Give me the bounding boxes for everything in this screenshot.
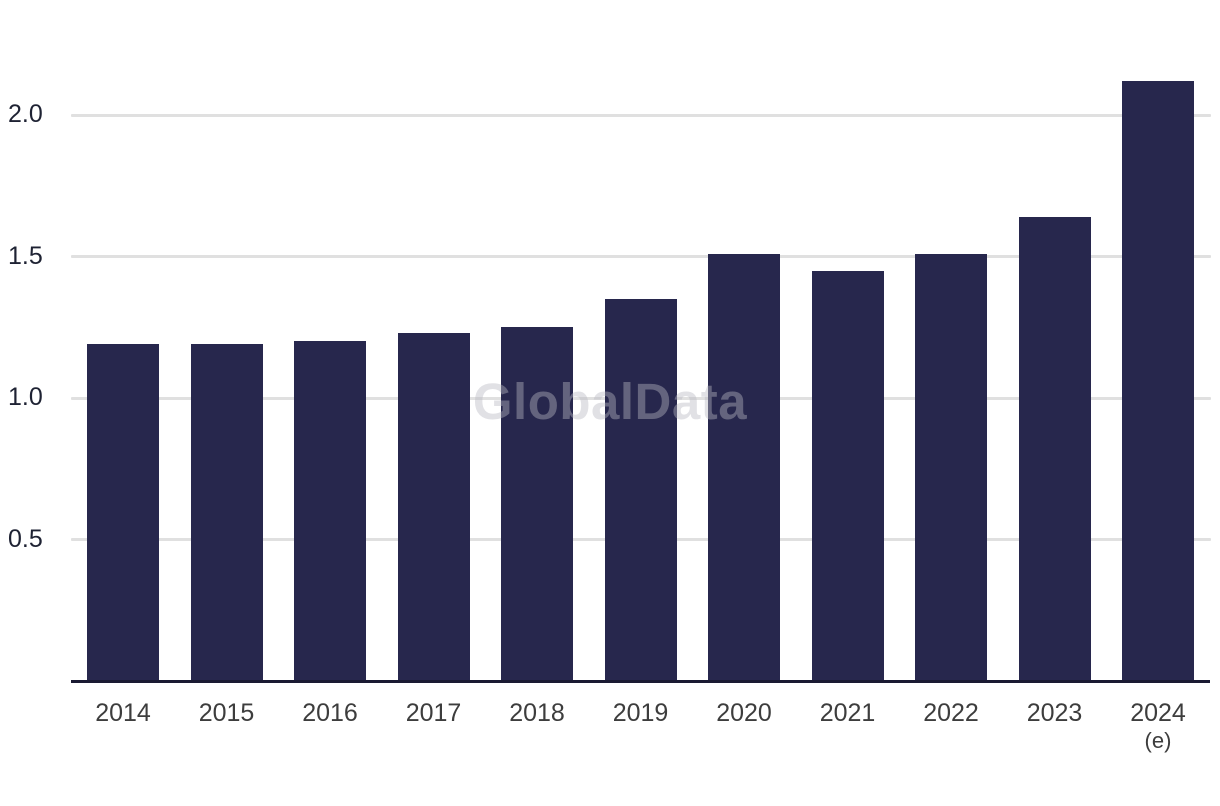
bar-2023 [1018,216,1091,681]
x-tick-2017: 2017 [405,699,462,727]
x-tick-2016: 2016 [302,699,358,727]
bar-2019 [604,298,677,681]
bar-2021 [811,270,884,681]
x-tick-2021: 2021 [819,699,876,727]
gridline-1.5 [71,255,1211,258]
x-tick-2014: 2014 [95,699,151,727]
x-tick-2018: 2018 [509,699,565,727]
x-tick-2024: 2024 (e) [1098,699,1218,755]
x-tick-2015: 2015 [198,699,255,727]
bar-2016 [294,341,366,681]
plot-area: 0.5 1.0 1.5 2.0 [8,81,1211,681]
x-axis-baseline [71,680,1210,683]
x-tick-2019: 2019 [612,699,669,727]
y-tick-2.0: 2.0 [8,100,43,128]
bar-2015 [190,344,263,681]
x-tick-2020: 2020 [716,699,772,727]
bar-2014 [87,344,159,681]
y-tick-0.5: 0.5 [8,524,43,553]
gridline-2.0 [71,113,1211,117]
bar-2017 [397,332,470,681]
y-tick-1.0: 1.0 [8,383,43,411]
x-tick-2022: 2022 [923,699,979,727]
bar-2020 [708,253,780,681]
bar-2018 [501,327,573,681]
x-tick-2023: 2023 [1026,699,1083,727]
y-tick-1.5: 1.5 [8,241,43,270]
estimate-note: (e) [1144,728,1172,753]
bar-2022 [915,253,987,681]
bar-2024 [1122,81,1194,681]
